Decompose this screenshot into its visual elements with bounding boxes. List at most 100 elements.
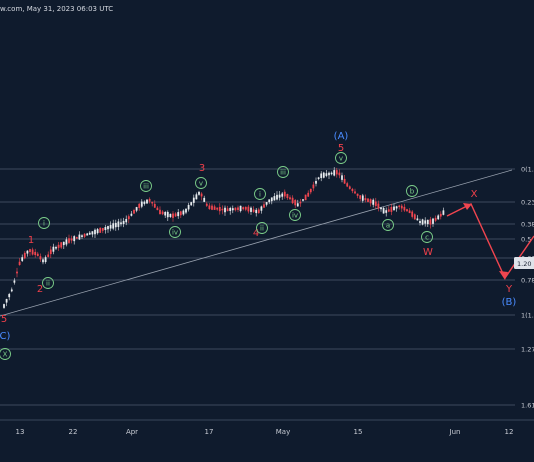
- candle-body: [434, 217, 437, 221]
- fib-label: 0.5: [521, 236, 531, 244]
- wave-label-red: 4: [253, 228, 259, 239]
- candle-body: [55, 246, 57, 249]
- candle-body: [385, 210, 388, 213]
- wave-label-green: a: [386, 222, 390, 230]
- candle-body: [382, 208, 385, 214]
- candle-body: [161, 211, 164, 215]
- candle-body: [3, 304, 5, 308]
- candle-body: [86, 233, 89, 236]
- candle-body: [299, 201, 302, 204]
- candle-body: [273, 196, 276, 201]
- candle-body: [172, 213, 174, 218]
- candle-body: [257, 209, 260, 213]
- candle-body: [408, 210, 411, 214]
- candle-body: [296, 203, 299, 207]
- candle-body: [437, 215, 440, 220]
- candle-body: [424, 220, 427, 224]
- wave-label-red: 5: [338, 143, 344, 154]
- candle-body: [242, 207, 245, 210]
- candle-body: [195, 194, 198, 200]
- wave-label-green: b: [410, 188, 415, 196]
- candle-body: [268, 199, 271, 203]
- price-box-label: 1.20: [517, 260, 531, 268]
- candle-body: [159, 209, 161, 215]
- candle-body: [83, 233, 86, 237]
- candle-body: [421, 219, 424, 225]
- fib-label: 1(1.: [521, 312, 534, 320]
- candle-body: [109, 225, 112, 229]
- candle-body: [338, 172, 341, 176]
- candle-body: [263, 204, 265, 208]
- candle-body: [164, 211, 167, 216]
- candle-body: [309, 188, 312, 193]
- candle-body: [104, 227, 107, 231]
- price-box: [514, 257, 534, 269]
- candle-body: [99, 227, 102, 233]
- candle-body: [10, 289, 13, 292]
- fib-label: 1.27: [521, 346, 534, 354]
- wave-circle-green: [169, 226, 181, 238]
- wave-circle-green: [256, 222, 268, 234]
- candle-body: [16, 271, 18, 274]
- candle-body: [182, 210, 185, 215]
- x-tick-label: 22: [69, 428, 78, 436]
- candle-body: [281, 193, 284, 197]
- candle-body: [335, 170, 338, 175]
- candle-body: [185, 208, 187, 213]
- wave-label-green: iii: [280, 169, 286, 177]
- candle-body: [364, 198, 367, 201]
- candle-body: [291, 197, 294, 204]
- x-axis: 13 22 Apr 17 May 15 Jun 12: [16, 428, 514, 436]
- candle-body: [416, 218, 419, 221]
- candle-body: [140, 201, 143, 207]
- candle-body: [68, 238, 70, 243]
- candle-body: [213, 206, 216, 210]
- wave-circle-green: [42, 277, 54, 289]
- candle-body: [114, 222, 117, 228]
- candle-body: [330, 172, 333, 175]
- candle-body: [387, 209, 390, 212]
- wave-label-green: v: [339, 155, 343, 163]
- candle-body: [294, 199, 297, 206]
- candle-body: [151, 201, 154, 204]
- wave-label-blue: (A): [334, 131, 349, 142]
- candle-body: [239, 205, 242, 212]
- wave-circle-green: [335, 152, 347, 164]
- candle-body: [96, 229, 99, 234]
- candle-body: [247, 206, 250, 212]
- candle-body: [47, 254, 50, 257]
- candle-body: [374, 201, 377, 206]
- candle-body: [432, 218, 434, 224]
- candle-body: [174, 213, 177, 217]
- candle-body: [18, 261, 21, 266]
- candle-body: [166, 211, 169, 218]
- wave-label-green: c: [425, 234, 429, 242]
- candle-body: [8, 294, 11, 298]
- candle-body: [101, 228, 104, 231]
- candle-body: [413, 214, 416, 220]
- candle-body: [75, 236, 78, 239]
- wave-circle-green: [195, 177, 207, 189]
- x-tick-label: May: [276, 428, 290, 436]
- trendline: [0, 169, 513, 317]
- wave-label-red: 1: [28, 235, 34, 246]
- candles: [3, 167, 445, 309]
- candle-body: [112, 223, 115, 229]
- candle-body: [44, 257, 47, 263]
- candle-body: [42, 259, 44, 263]
- candle-body: [34, 251, 37, 255]
- fib-levels: 0(1.0.230.380.50.610.781(1.1.271.61: [0, 166, 534, 410]
- candle-body: [65, 239, 68, 245]
- candle-body: [403, 206, 406, 211]
- fib-label: 0(1.: [521, 166, 534, 174]
- candle-body: [302, 199, 304, 201]
- wave-label-red: 5: [1, 314, 7, 325]
- candle-body: [52, 246, 55, 252]
- wave-label-green: ii: [260, 225, 264, 233]
- candle-body: [177, 212, 180, 217]
- wave-label-blue: (B): [502, 297, 517, 308]
- candle-body: [442, 210, 445, 215]
- candle-body: [255, 209, 258, 214]
- candle-body: [153, 203, 156, 208]
- candle-body: [62, 241, 65, 246]
